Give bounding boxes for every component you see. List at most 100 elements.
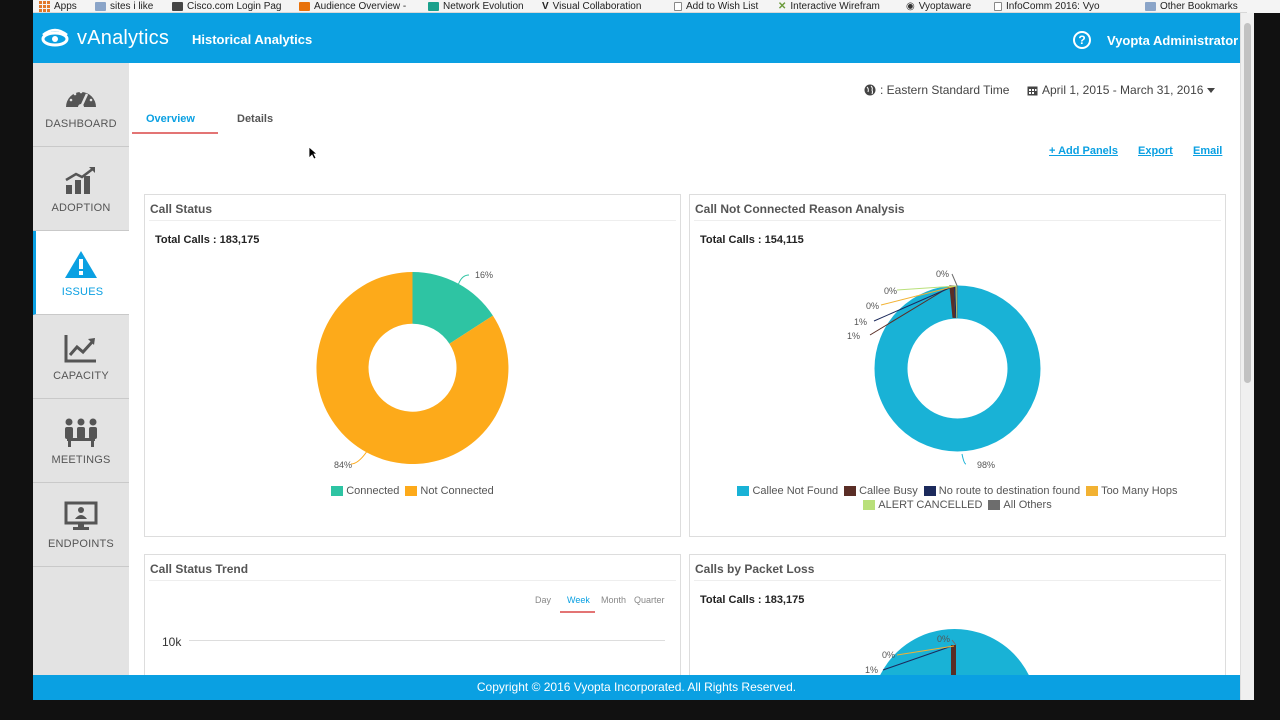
- analytics-icon: [299, 2, 310, 11]
- adoption-chart-icon: [65, 167, 95, 194]
- sidebar-item-meetings[interactable]: MEETINGS: [33, 399, 129, 483]
- export-link[interactable]: Export: [1138, 145, 1173, 157]
- bookmark-apps[interactable]: Apps: [39, 0, 77, 12]
- tab-overview[interactable]: Overview: [146, 113, 195, 125]
- slice-callee-not-found[interactable]: [874, 285, 1041, 452]
- data-label-alert-cancelled: 0%: [884, 286, 897, 296]
- slice-no-route[interactable]: [953, 285, 957, 319]
- granularity-quarter[interactable]: Quarter: [634, 595, 665, 605]
- not-connected-reason-panel: Call Not Connected Reason Analysis Total…: [689, 194, 1226, 537]
- legend-label: ALERT CANCELLED: [878, 499, 983, 511]
- vertical-scrollbar[interactable]: [1240, 13, 1254, 700]
- globe-icon: [864, 84, 876, 96]
- label-leader-callee-busy: [869, 285, 952, 336]
- bookmark-sites-i-like[interactable]: sites i like: [95, 0, 153, 12]
- endpoint-monitor-icon: [64, 501, 98, 530]
- active-granularity-indicator: [560, 611, 595, 613]
- legend-label: Connected: [346, 485, 400, 497]
- label-leader-all-others: [951, 273, 958, 287]
- green-square-icon: [428, 2, 439, 11]
- bookmark-label: Apps: [54, 1, 77, 12]
- total-calls: Total Calls : 183,175: [155, 234, 260, 246]
- bookmark-cisco[interactable]: Cisco.com Login Pag: [172, 0, 282, 12]
- bookmark-visual-collaboration[interactable]: V Visual Collaboration: [542, 0, 642, 12]
- bookmark-audience-overview[interactable]: Audience Overview -: [299, 0, 406, 12]
- browser-frame-left: [0, 0, 33, 13]
- slice-too-many-hops[interactable]: [955, 285, 957, 318]
- slice-not-connected[interactable]: [316, 272, 509, 464]
- app-logo[interactable]: vAnalytics: [41, 27, 169, 50]
- sidebar-item-endpoints[interactable]: ENDPOINTS: [33, 483, 129, 567]
- sidebar-item-label: DASHBOARD: [45, 118, 117, 130]
- page-icon: [994, 2, 1002, 11]
- bookmark-vyoptaware[interactable]: ◉ Vyoptaware: [906, 0, 971, 12]
- mouse-cursor-icon: [308, 146, 318, 160]
- legend-item-too-many-hops[interactable]: Too Many Hops: [1086, 485, 1178, 497]
- bookmark-label: Add to Wish List: [686, 1, 759, 12]
- bookmark-other[interactable]: Other Bookmarks: [1145, 0, 1238, 12]
- folder-icon: [95, 2, 106, 11]
- user-menu[interactable]: Vyopta Administrator: [1107, 33, 1239, 48]
- apps-grid-icon: [39, 1, 50, 12]
- bookmark-infocomm[interactable]: InfoComm 2016: Vyo: [994, 0, 1100, 12]
- slice-connected[interactable]: [412, 272, 493, 344]
- bookmark-wish-list[interactable]: Add to Wish List: [674, 0, 759, 12]
- data-label-all-others: 0%: [936, 269, 949, 279]
- data-label: 0%: [937, 634, 950, 644]
- label-leader-not-connected: [350, 451, 367, 465]
- bookmark-interactive-wireframe[interactable]: ✕ Interactive Wirefram: [778, 0, 880, 12]
- bookmark-label: InfoComm 2016: Vyo: [1006, 1, 1100, 12]
- timezone-selector[interactable]: : Eastern Standard Time: [864, 83, 1009, 97]
- slice-packet-loss-small[interactable]: [951, 645, 956, 675]
- email-link[interactable]: Email: [1193, 145, 1223, 157]
- sidebar-item-dashboard[interactable]: DASHBOARD: [33, 63, 129, 147]
- legend-item-callee-not-found[interactable]: Callee Not Found: [737, 485, 838, 497]
- bookmark-label: Interactive Wirefram: [790, 1, 880, 12]
- help-icon[interactable]: ?: [1073, 31, 1091, 49]
- gridline: [189, 640, 665, 641]
- call-status-legend: Connected Not Connected: [145, 485, 680, 497]
- granularity-week[interactable]: Week: [567, 595, 590, 605]
- label-leader-callee-not-found: [961, 453, 967, 465]
- legend-item-alert-cancelled[interactable]: ALERT CANCELLED: [863, 499, 982, 511]
- add-panels-link[interactable]: + Add Panels: [1049, 145, 1118, 157]
- bookmark-network-evolution[interactable]: Network Evolution: [428, 0, 524, 12]
- granularity-day[interactable]: Day: [535, 595, 552, 605]
- sidebar: DASHBOARD ADOPTION ISSUES: [33, 63, 129, 675]
- active-tab-indicator: [132, 132, 218, 134]
- data-label-connected: 16%: [475, 270, 493, 280]
- sidebar-item-capacity[interactable]: CAPACITY: [33, 315, 129, 399]
- sidebar-item-issues[interactable]: ISSUES: [33, 231, 129, 315]
- bookmark-label: Visual Collaboration: [552, 1, 642, 12]
- legend-label: Callee Busy: [859, 485, 918, 497]
- bookmark-label: Other Bookmarks: [1160, 1, 1238, 12]
- total-calls: Total Calls : 183,175: [700, 594, 805, 606]
- page-title: Historical Analytics: [192, 32, 313, 47]
- legend-item-no-route[interactable]: No route to destination found: [923, 485, 1080, 497]
- data-label: 1%: [865, 665, 878, 675]
- sidebar-item-label: CAPACITY: [53, 370, 109, 382]
- legend-swatch: [863, 500, 876, 510]
- slice-callee-busy[interactable]: [949, 285, 956, 318]
- date-range-picker[interactable]: April 1, 2015 - March 31, 2016: [1027, 83, 1216, 97]
- legend-swatch: [737, 486, 750, 496]
- legend-item-callee-busy[interactable]: Callee Busy: [844, 485, 918, 497]
- slice-alert-cancelled[interactable]: [956, 285, 957, 318]
- legend-label: Callee Not Found: [752, 485, 839, 497]
- not-connected-legend: Callee Not Found Callee Busy No route to…: [710, 485, 1205, 511]
- legend-item-all-others[interactable]: All Others: [988, 499, 1052, 511]
- slice-all-others[interactable]: [956, 285, 958, 318]
- not-connected-donut-chart: 98% 1% 1% 0% 0% 0%: [847, 269, 1041, 470]
- scrollbar-thumb[interactable]: [1244, 23, 1251, 383]
- capacity-trend-icon: [64, 335, 96, 363]
- data-label-too-many-hops: 0%: [866, 301, 879, 311]
- sidebar-item-adoption[interactable]: ADOPTION: [33, 147, 129, 231]
- bookmark-label: Cisco.com Login Pag: [187, 1, 282, 12]
- meetings-people-icon: [65, 418, 97, 447]
- app-header: vAnalytics Historical Analytics ? Vyopta…: [33, 13, 1240, 63]
- granularity-month[interactable]: Month: [601, 595, 627, 605]
- legend-item-connected[interactable]: Connected: [331, 485, 399, 497]
- legend-item-not-connected[interactable]: Not Connected: [405, 485, 494, 497]
- tab-details[interactable]: Details: [237, 113, 274, 125]
- logo-text: vAnalytics: [77, 27, 170, 49]
